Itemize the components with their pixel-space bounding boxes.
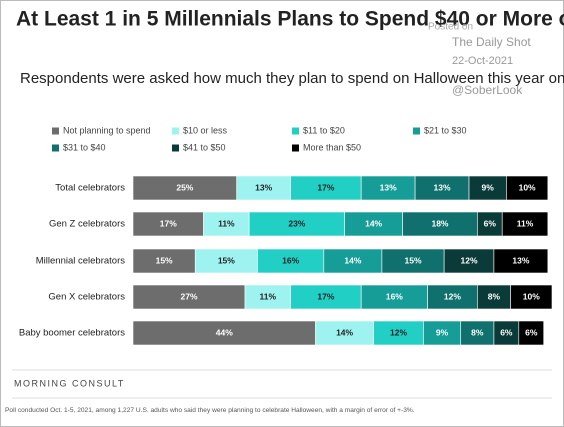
value-label: 11% <box>260 291 277 301</box>
watermark: Posted on The Daily Shot 22-Oct-2021 @So… <box>428 22 531 98</box>
value-label: 11% <box>517 218 534 228</box>
value-label: 18% <box>431 218 448 228</box>
value-label: 14% <box>336 327 353 337</box>
bar-segment <box>323 248 383 274</box>
value-label: 17% <box>317 182 334 192</box>
bar-segment <box>132 248 196 274</box>
value-label: 9% <box>436 327 449 337</box>
bar-segment <box>132 284 246 310</box>
value-label: 12% <box>390 327 407 337</box>
watermark-text: @SoberLook <box>452 83 523 97</box>
value-label: 12% <box>444 291 461 301</box>
value-label: 44% <box>216 327 233 337</box>
value-label: 6% <box>500 327 513 337</box>
category-label: Gen Z celebrators <box>49 219 125 230</box>
bar-segment <box>414 175 470 201</box>
category-label: Millennial celebrators <box>36 256 125 267</box>
bar-segment <box>236 175 291 201</box>
bar-segment <box>501 211 549 237</box>
value-label: 10% <box>519 182 536 192</box>
value-label: 27% <box>180 291 197 301</box>
value-label: 13% <box>512 255 529 265</box>
bar-segment <box>132 175 238 201</box>
value-label: 13% <box>434 182 451 192</box>
value-label: 9% <box>482 182 495 192</box>
bar-segment <box>493 248 549 274</box>
bar-segment <box>257 248 325 274</box>
value-label: 8% <box>471 327 484 337</box>
legend-label: $41 to $50 <box>183 142 226 152</box>
legend-label: $10 or less <box>183 125 228 135</box>
value-label: 12% <box>461 255 478 265</box>
value-label: 14% <box>344 255 361 265</box>
bar-segment <box>468 175 507 201</box>
watermark-text: The Daily Shot <box>452 35 531 49</box>
value-label: 13% <box>255 182 272 192</box>
legend-swatch <box>413 127 420 135</box>
legend-swatch <box>292 127 299 135</box>
bar-segment <box>518 320 545 346</box>
value-label: 8% <box>488 291 501 301</box>
bar-segment <box>290 284 362 310</box>
bar-segment <box>248 211 345 237</box>
value-label: 6% <box>525 327 538 337</box>
bar-segment <box>423 320 462 346</box>
category-label: Baby boomer celebrators <box>19 328 125 339</box>
bar-segment <box>510 284 553 310</box>
value-label: 16% <box>386 291 403 301</box>
watermark-text: Posted on <box>428 22 473 33</box>
category-label: Gen X celebrators <box>48 292 125 303</box>
value-label: 17% <box>160 218 177 228</box>
legend-swatch <box>292 144 299 152</box>
value-label: 15% <box>156 255 173 265</box>
legend-label: More than $50 <box>303 142 361 152</box>
value-label: 11% <box>218 218 235 228</box>
value-label: 23% <box>288 218 305 228</box>
legend-label: Not planning to spend <box>63 125 151 135</box>
bar-segment <box>477 284 511 310</box>
bar-segment <box>203 211 250 237</box>
bar-segment <box>132 211 204 237</box>
footnote: Poll conducted Oct. 1-5, 2021, among 1,2… <box>5 407 415 414</box>
legend-swatch <box>172 127 179 135</box>
value-label: 13% <box>380 182 397 192</box>
source-logo: MORNING CONSULT <box>14 378 125 388</box>
bar-segment <box>315 320 374 346</box>
value-label: 15% <box>218 255 235 265</box>
bar-segment <box>360 175 416 201</box>
chart-subtitle: Respondents were asked how much they pla… <box>20 70 564 87</box>
bar-segment <box>460 320 495 346</box>
bar-segment <box>402 211 478 237</box>
bar-segment <box>443 248 495 274</box>
bar-segment <box>194 248 258 274</box>
bar-segment <box>360 284 428 310</box>
legend-label: $31 to $40 <box>63 142 106 152</box>
category-label: Total celebrators <box>55 183 125 194</box>
bar-segment <box>427 284 478 310</box>
legend-swatch <box>172 144 179 152</box>
watermark-text: 22-Oct-2021 <box>452 55 513 67</box>
value-label: 14% <box>365 218 382 228</box>
bar-segment <box>290 175 362 201</box>
legend-label: $21 to $30 <box>424 125 467 135</box>
value-label: 10% <box>523 291 540 301</box>
bar-segment <box>506 175 549 201</box>
bar-segment <box>244 284 291 310</box>
value-label: 6% <box>484 218 497 228</box>
legend-label: $11 to $20 <box>303 125 345 135</box>
value-label: 17% <box>317 291 334 301</box>
value-label: 15% <box>405 255 422 265</box>
bar-segment <box>132 320 316 346</box>
value-label: 25% <box>176 182 193 192</box>
chart-title: At Least 1 in 5 Millennials Plans to Spe… <box>16 8 564 31</box>
value-label: 16% <box>282 255 299 265</box>
legend-swatch <box>52 127 59 135</box>
bar-segment <box>373 320 424 346</box>
legend-swatch <box>52 144 59 152</box>
